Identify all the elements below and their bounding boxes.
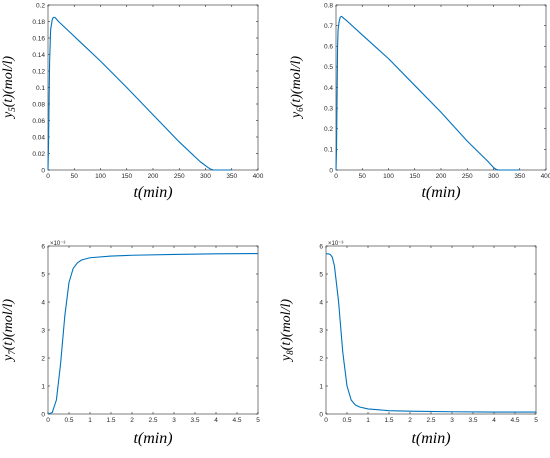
x-tick-label: 2 — [408, 417, 412, 424]
y-tick-label: 4 — [41, 299, 45, 306]
x-axis-label: t(min) — [133, 430, 172, 447]
y-tick-label: 0.12 — [32, 68, 45, 75]
x-tick-label: 3.5 — [190, 417, 199, 424]
y-tick-label: 1 — [41, 383, 45, 390]
y-tick-label: 0 — [41, 167, 45, 174]
y-tick-label: 0.06 — [32, 118, 45, 125]
x-tick-label: 5 — [534, 417, 538, 424]
x-tick-label: 400 — [541, 173, 550, 180]
plot-frame — [47, 245, 259, 415]
y-tick-label: 0.7 — [324, 23, 333, 30]
y-tick-label: 0.02 — [32, 151, 45, 158]
y-tick-label: 0.6 — [324, 44, 333, 51]
y-tick-label: 0.16 — [32, 35, 45, 42]
x-tick-label: 350 — [226, 173, 237, 180]
x-tick-label: 50 — [71, 173, 79, 180]
x-tick-label: 400 — [253, 173, 264, 180]
y-tick-label: 0 — [319, 411, 323, 418]
plot-frame — [325, 245, 537, 415]
x-tick-label: 4.5 — [232, 417, 241, 424]
x-tick-label: 4.5 — [510, 417, 519, 424]
x-tick-label: 200 — [436, 173, 447, 180]
x-tick-label: 1 — [366, 417, 370, 424]
y-axis-label: y8(t)(mol/l) — [279, 299, 295, 363]
x-tick-label: 2.5 — [426, 417, 435, 424]
y-tick-label: 0.2 — [324, 126, 333, 133]
x-tick-label: 150 — [409, 173, 420, 180]
series-line — [335, 15, 520, 171]
y-tick-label: 4 — [319, 299, 323, 306]
x-tick-label: 1.5 — [106, 417, 115, 424]
x-tick-label: 300 — [488, 173, 499, 180]
y-tick-label: 0.1 — [36, 85, 45, 92]
x-tick-label: 0 — [46, 417, 50, 424]
x-tick-label: 2.5 — [148, 417, 157, 424]
x-axis-label: t(min) — [133, 184, 172, 201]
y-tick-label: 2 — [319, 355, 323, 362]
x-tick-label: 3.5 — [468, 417, 477, 424]
x-tick-label: 4 — [214, 417, 218, 424]
y-tick-label: 2 — [41, 355, 45, 362]
y-tick-label: 0.3 — [324, 105, 333, 112]
x-tick-label: 0.5 — [342, 417, 351, 424]
subplot-1: 0 50 100 150 200 250 300 350 400 0 0.02 0.04 0.06 0.0… — [1, 2, 264, 201]
x-tick-label: 0 — [46, 173, 50, 180]
plot-frame — [47, 4, 259, 171]
y-axis-label: y7(t)(mol/l) — [1, 299, 17, 363]
y-tick-label: 0.1 — [324, 147, 333, 154]
x-tick-label: 1.5 — [384, 417, 393, 424]
y-tick-label: 0.14 — [32, 52, 45, 59]
y-tick-label: 5 — [319, 271, 323, 278]
x-tick-label: 1 — [88, 417, 92, 424]
y-tick-label: 6 — [41, 243, 45, 250]
x-tick-label: 300 — [200, 173, 211, 180]
x-tick-label: 4 — [492, 417, 496, 424]
y-tick-label: 0 — [41, 411, 45, 418]
y-tick-label: 5 — [41, 271, 45, 278]
x-tick-label: 250 — [174, 173, 185, 180]
y-tick-label: 3 — [41, 327, 45, 334]
x-tick-label: 150 — [121, 173, 132, 180]
series-line — [326, 253, 536, 413]
y-tick-label: 3 — [319, 327, 323, 334]
x-tick-label: 100 — [383, 173, 394, 180]
y-axis-label: y5(t)(mol/l) — [1, 56, 17, 120]
axis-exponent-label: ×10⁻³ — [328, 241, 343, 247]
plot-frame — [335, 4, 547, 171]
x-axis-label: t(min) — [421, 184, 460, 201]
x-tick-label: 3 — [172, 417, 176, 424]
series-line — [47, 16, 232, 171]
x-tick-label: 50 — [359, 173, 367, 180]
y-tick-label: 0.4 — [324, 85, 333, 92]
axis-exponent-label: ×10⁻³ — [50, 241, 65, 247]
x-tick-label: 5 — [256, 417, 260, 424]
x-tick-label: 350 — [514, 173, 525, 180]
series-line — [47, 253, 259, 415]
x-tick-label: 3 — [450, 417, 454, 424]
x-tick-label: 250 — [462, 173, 473, 180]
y-axis-label: y6(t)(mol/l) — [289, 56, 305, 120]
x-tick-label: 0.5 — [64, 417, 73, 424]
y-tick-label: 0.04 — [32, 134, 45, 141]
y-tick-label: 0.08 — [32, 101, 45, 108]
subplot-4: 0 0.5 1 1.5 2 2.5 3 3.5 4 4.5 5 0 1 2 3 4 5 6 ×10⁻³ y8(t)(m… — [279, 241, 538, 447]
x-tick-label: 2 — [130, 417, 134, 424]
y-tick-label: 0.8 — [324, 2, 333, 9]
x-tick-label: 0 — [324, 417, 328, 424]
subplot-3: 0 0.5 1 1.5 2 2.5 3 3.5 4 4.5 5 0 1 2 3 4 5 6 ×10⁻³ y7(t)(m… — [1, 241, 260, 447]
x-tick-label: 100 — [95, 173, 106, 180]
y-tick-label: 1 — [319, 383, 323, 390]
x-axis-label: t(min) — [411, 430, 450, 447]
x-tick-label: 0 — [334, 173, 338, 180]
y-tick-label: 0.2 — [36, 2, 45, 9]
y-tick-label: 0.18 — [32, 19, 45, 26]
y-tick-label: 6 — [319, 243, 323, 250]
y-tick-label: 0 — [329, 167, 333, 174]
subplot-2: 0 50 100 150 200 250 300 350 400 0 0.1 0.2 0.3 0.4 0.5… — [289, 2, 550, 201]
x-tick-label: 200 — [148, 173, 159, 180]
y-tick-label: 0.5 — [324, 64, 333, 71]
